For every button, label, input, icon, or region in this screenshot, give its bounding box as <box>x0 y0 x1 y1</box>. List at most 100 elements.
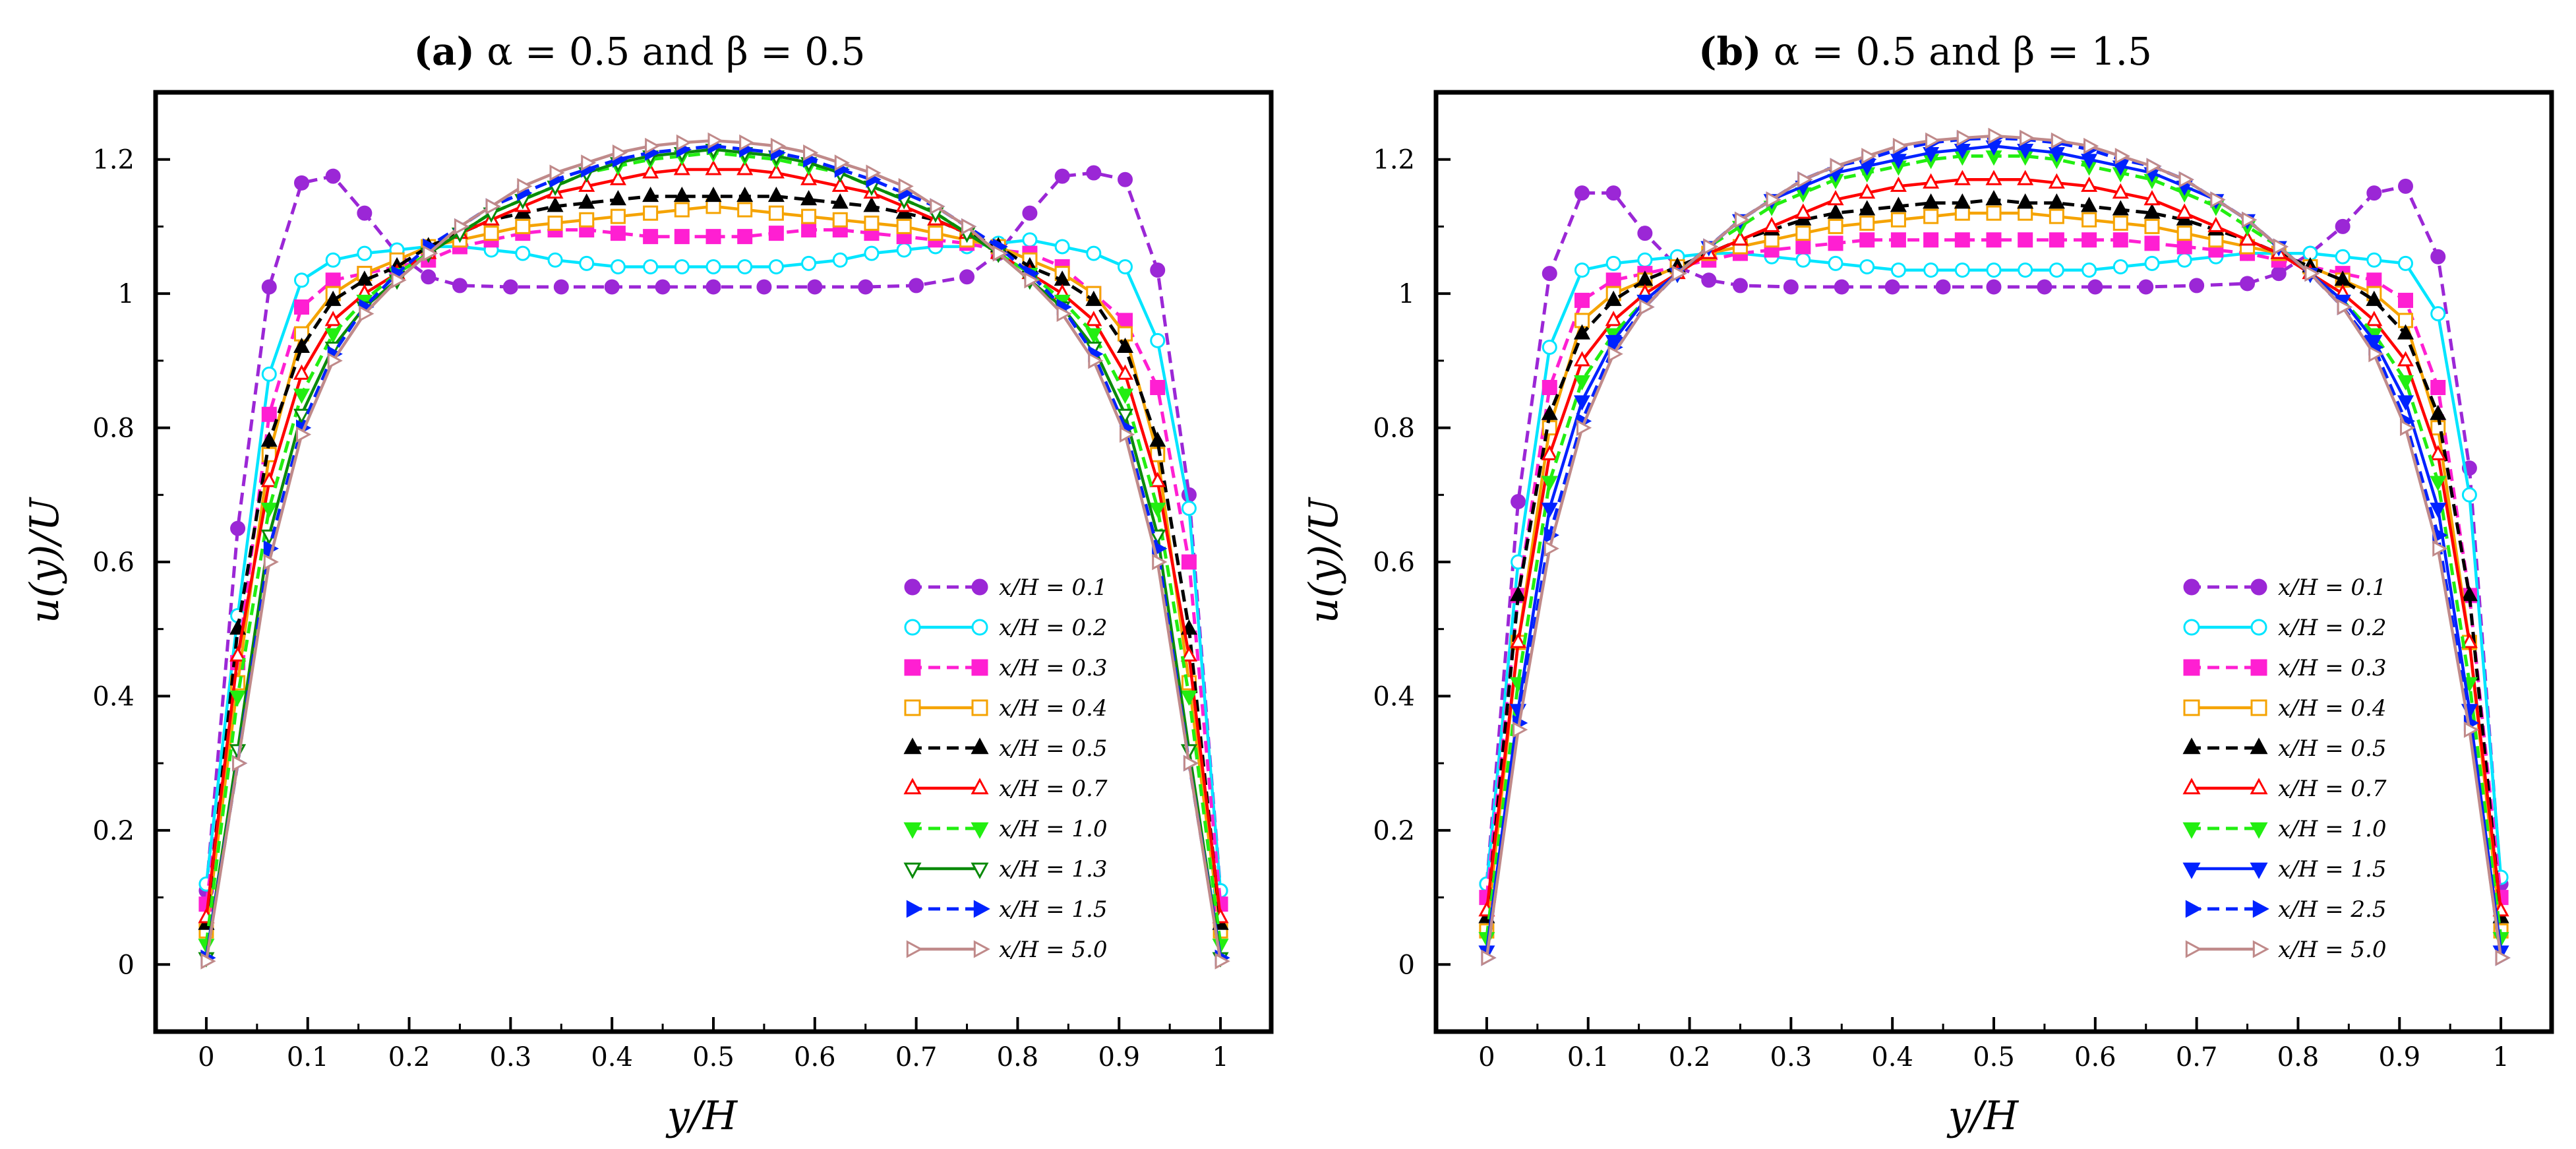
panel-a-series-5-point <box>1085 311 1102 326</box>
panel-a-series-2-point <box>261 406 277 422</box>
panel-b-series-0-point <box>2138 279 2154 295</box>
panel-b-series-0-point <box>1783 279 1799 295</box>
panel-b-series-4-point <box>2397 324 2414 340</box>
panel-b-series-0-point <box>2087 279 2103 295</box>
panel-b-series-5-point <box>1605 311 1622 326</box>
panel-b-legend-label-5: x/H = 0.7 <box>2278 776 2387 802</box>
panel-a-series-9-point <box>770 137 787 154</box>
panel-b-series-5-point <box>1573 351 1591 367</box>
panel-a-series-9-point <box>295 426 312 443</box>
panel-b-series-0-point <box>1986 279 2002 295</box>
panel-b-series-7-point <box>1573 395 1591 411</box>
panel-a-series-1-point <box>325 252 341 268</box>
panel-a-series-line-8 <box>204 144 1222 958</box>
panel-b-series-4-point <box>1573 324 1591 340</box>
panel-b-series-4-point <box>1541 404 1558 420</box>
panel-b-series-2-point <box>1605 272 1621 288</box>
panel-b-series-4-point <box>2143 203 2161 219</box>
panel-a-series-6-point <box>1116 388 1134 404</box>
panel-a-legend-marker-2 <box>971 659 988 676</box>
panel-b-series-7-point <box>1890 154 1907 170</box>
panel-b-series-0-point <box>2430 249 2446 264</box>
panel-b-series-0-point <box>1834 279 1849 295</box>
panel-b-series-9-point <box>1703 238 1719 255</box>
panel-b-ytick-label: 0.6 <box>1373 547 1415 578</box>
panel-b-series-1-point <box>2366 252 2382 268</box>
panel-a-series-9-point <box>1183 755 1199 772</box>
panel-a-series-0-point <box>604 279 620 295</box>
panel-b-series-5-point <box>2176 203 2193 219</box>
panel-a-series-2-point <box>1118 313 1133 328</box>
panel-a-series-0-point <box>807 279 823 295</box>
panel-a-series-4-point <box>705 187 722 202</box>
panel-b-series-5-point <box>2397 351 2414 367</box>
panel-a-series-9-point <box>485 198 501 215</box>
panel-b-series-3-point <box>1923 208 1939 224</box>
panel-b-ytick-label: 0.8 <box>1373 414 1415 444</box>
panel-b-frame <box>1433 90 2554 1034</box>
panel-b-legend-marker-8 <box>2252 900 2269 918</box>
panel-a-series-2-point <box>293 299 309 315</box>
panel-b-series-7-point <box>2430 503 2447 518</box>
panel-b-legend-marker-4 <box>2182 737 2201 755</box>
panel-b-series-2-point <box>2018 232 2033 248</box>
panel-b-xtick-label: 0.7 <box>2176 1042 2218 1072</box>
panel-a-legend-label-1: x/H = 0.2 <box>999 615 1107 641</box>
panel-a-series-4-point <box>863 197 880 212</box>
panel-a-ytick-label: 0.2 <box>92 816 135 846</box>
panel-b-series-7-point <box>1923 147 1940 163</box>
panel-a-legend-marker-1 <box>904 619 921 636</box>
panel-a-series-9-point <box>359 305 374 323</box>
panel-a-series-4-point <box>609 190 626 206</box>
panel-b-series-0-point <box>2240 276 2256 292</box>
panel-b-series-1-point <box>2082 263 2097 278</box>
panel-a-series-4-point <box>324 290 342 306</box>
panel-b-series-7-point <box>1541 503 1558 518</box>
panel-a-series-5-point <box>1149 472 1166 487</box>
panel-a-legend-marker-4 <box>903 737 922 755</box>
panel-b-series-6-point <box>1541 476 1558 491</box>
panel-a-legend-label-0: x/H = 0.1 <box>999 574 1107 601</box>
panel-a-series-4-point <box>1149 431 1166 447</box>
panel-a-series-5-point <box>642 163 659 179</box>
panel-a-series-0-point <box>553 279 569 295</box>
panel-a-series-1-point <box>1181 501 1197 516</box>
panel-b-series-5-point <box>2461 633 2478 648</box>
panel-b-series-2-point <box>2144 235 2160 251</box>
panel-b-series-9-point <box>2146 158 2162 175</box>
panel-b-series-1-point <box>2430 306 2446 322</box>
panel-b-series-3-point <box>2398 313 2413 328</box>
panel-a-series-5-point <box>293 364 311 380</box>
panel-a-xlabel: y/H <box>665 1093 738 1139</box>
panel-b-series-9-point <box>1639 298 1655 316</box>
panel-b-legend: x/H = 0.1 x/H = 0.2 x/H = 0.3 x/H = 0.4 x/H … <box>2182 574 2387 963</box>
panel-a-series-6-point <box>1180 690 1197 706</box>
panel-b-ytick-label: 1.2 <box>1373 145 1415 175</box>
panel-a-legend-label-3: x/H = 0.4 <box>999 695 1107 722</box>
panel-b-series-1-point <box>1923 263 1939 278</box>
panel-b-xtick-label: 0.3 <box>1770 1042 1812 1072</box>
panel-b-legend-label-4: x/H = 0.5 <box>2278 735 2386 762</box>
panel-a-ytick-label: 0.6 <box>92 547 135 578</box>
panel-b-series-5-point <box>1859 183 1876 199</box>
panel-a-series-9-point <box>898 177 914 195</box>
panel-a-series-5-point <box>736 160 754 175</box>
panel-b-series-0-point <box>2037 279 2052 295</box>
panel-a-series-4-point <box>767 187 785 202</box>
panel-a-series-0-point <box>230 520 246 536</box>
panel-b-series-5-point <box>2430 445 2447 460</box>
panel-a-series-4-point <box>547 197 564 212</box>
panel-a-legend-marker-5 <box>903 778 922 795</box>
panel-a-series-2-point <box>643 229 659 245</box>
panel-b-xtick-label: 0.5 <box>1973 1042 2015 1072</box>
panel-a-series-9-point <box>232 755 248 772</box>
panel-a-series-9-point <box>327 352 343 369</box>
panel-a-series-4-point <box>673 187 690 202</box>
panel-a-legend-marker-6 <box>903 822 922 839</box>
panel-b-series-2-point <box>1795 239 1811 255</box>
panel-b-series-2-point <box>1954 232 1970 248</box>
panel-b-series-5-point <box>1985 170 2002 185</box>
panel-a-ticks: 0 0.1 0.2 0.3 0.4 0.5 0.6 0.7 0.8 0.9 1 0 0.2 0.4 0.6 0… <box>92 91 1229 1072</box>
panel-b-series-5-point <box>1510 633 1527 648</box>
panel-b-series-3-point <box>1828 218 1843 234</box>
